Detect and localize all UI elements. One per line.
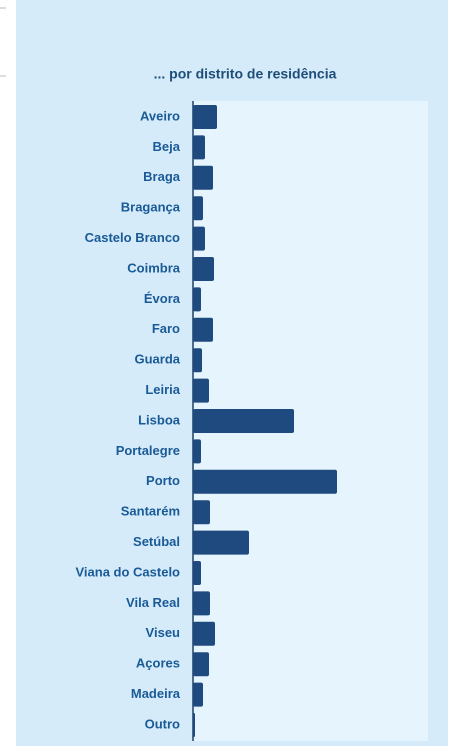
bar [193,591,210,616]
bar [193,561,201,585]
bar [193,621,215,646]
bar [193,287,201,312]
category-label: Viana do Castelo [75,564,180,579]
category-label: Outro [145,716,180,731]
category-label: Açores [136,656,180,671]
bar [193,409,294,433]
bar [193,439,201,464]
category-label: Guarda [134,352,180,367]
category-label: Castelo Branco [85,230,180,245]
bar [193,530,249,555]
bar [193,196,203,221]
category-label: Leiria [145,382,180,397]
category-label: Beja [153,139,181,154]
bar [193,135,205,160]
bar [193,226,205,251]
bar [193,105,217,129]
bar [193,257,214,281]
bar [193,348,202,373]
category-label: Porto [146,473,180,488]
category-label: Faro [152,321,180,336]
category-label: Viseu [146,625,181,640]
category-label: Lisboa [138,412,181,427]
category-label: Santarém [121,504,180,519]
bar [193,652,209,677]
bar [193,500,210,525]
category-label: Bragança [121,200,181,215]
category-label: Portalegre [116,443,180,458]
category-label: Évora [144,291,181,306]
category-label: Setúbal [133,534,180,549]
category-label: Aveiro [140,108,180,123]
bar [193,713,195,737]
bar [193,317,213,342]
category-label: Coimbra [127,260,181,275]
bar [193,165,213,190]
category-label: Vila Real [126,595,180,610]
chart-title: ... por distrito de residência [154,66,337,82]
category-label: Madeira [131,686,181,701]
bar [193,682,203,707]
bar [193,378,209,403]
bar [193,469,337,494]
category-label: Braga [143,169,181,184]
